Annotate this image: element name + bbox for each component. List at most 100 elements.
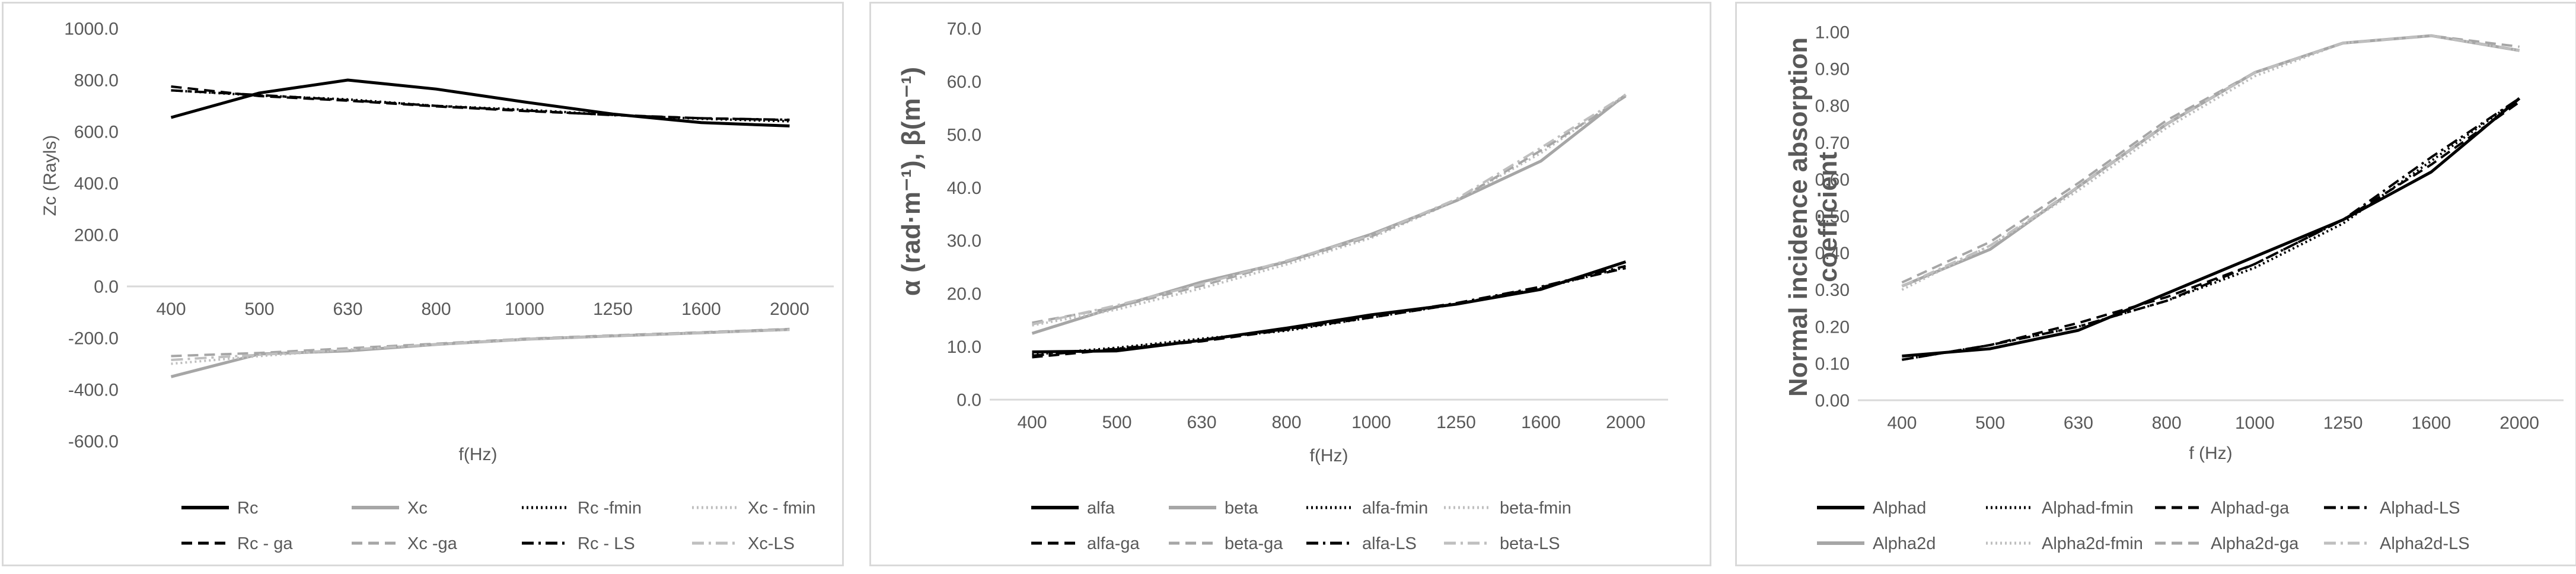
x-tick-label: 1600 (2412, 413, 2451, 433)
x-tick-label: 800 (1271, 413, 1301, 432)
legend-label: alfa-ga (1087, 534, 1140, 553)
x-axis-title: f(Hz) (1310, 446, 1348, 465)
y-tick-label: 60.0 (947, 72, 981, 92)
y-tick-label: 30.0 (947, 231, 981, 251)
legend-label: beta (1225, 499, 1258, 518)
series-line (1902, 97, 2521, 358)
x-tick-label: 1250 (593, 299, 633, 319)
series-line (1902, 97, 2520, 361)
x-tick-label: 1000 (2235, 413, 2275, 433)
chart-alpha-beta: 0.0 10.0 20.0 30.0 40.0 50.0 60.0 70.0 400 500 630… (897, 20, 1668, 553)
legend-label: alfa (1087, 499, 1115, 518)
x-tick-label: 1250 (2323, 413, 2363, 433)
y-axis-title: Normal incidence absorptioncoefficient (1784, 37, 1842, 397)
y-tick-label: 0.80 (1815, 97, 1850, 116)
series-line (1032, 264, 1626, 357)
chart-panel-zc: -600.0 -400.0 -200.0 0.0 200.0 400.0 600.0 800.… (2, 2, 844, 566)
legend-label: Alphad (1873, 499, 1926, 518)
legend-label: Alphad-fmin (2042, 499, 2134, 518)
series-line (1901, 34, 2520, 288)
y-tick-label: -200.0 (68, 329, 119, 349)
y-tick-label: -600.0 (68, 432, 119, 452)
legend-label: Alpha2d-fmin (2042, 534, 2143, 553)
x-tick-label: 630 (1187, 413, 1216, 432)
y-tick-label: 10.0 (947, 337, 981, 357)
legend-label: Rc (237, 499, 258, 518)
x-tick-label: 630 (2064, 413, 2093, 433)
y-tick-label: 0.0 (94, 278, 119, 297)
y-tick-label: -400.0 (68, 381, 119, 400)
legend-label: Alpha2d (1873, 534, 1936, 553)
y-tick-label: 0.50 (1815, 207, 1850, 227)
legend-label: Alphad-ga (2211, 499, 2290, 518)
legend-label: Rc -fmin (578, 499, 642, 518)
y-tick-label: 1000.0 (64, 20, 119, 39)
x-tick-label: 800 (2152, 413, 2182, 433)
x-axis-title: f (Hz) (2189, 444, 2232, 463)
y-tick-label: 0.40 (1815, 244, 1850, 263)
y-tick-label: 50.0 (947, 125, 981, 145)
chart-panel-alpha-beta: 0.0 10.0 20.0 30.0 40.0 50.0 60.0 70.0 400 500 630… (869, 2, 1711, 566)
legend-label: Xc -ga (407, 534, 458, 553)
x-tick-label: 1600 (681, 299, 721, 319)
x-tick-label: 800 (421, 299, 451, 319)
y-axis-title: Zc (Rayls) (40, 135, 60, 216)
legend-label: beta-ga (1225, 534, 1283, 553)
series-line (1032, 266, 1626, 356)
series-line (170, 78, 790, 127)
x-tick-label: 1000 (1351, 413, 1391, 432)
legend-label: alfa-LS (1362, 534, 1417, 553)
x-tick-label: 500 (244, 299, 274, 319)
series-line (1901, 34, 2520, 288)
legend-label: Alphad-LS (2380, 499, 2460, 518)
series-line (1901, 34, 2520, 291)
y-tick-label: 0.10 (1815, 354, 1850, 374)
y-tick-label: 0.0 (957, 391, 981, 410)
series-line (171, 329, 790, 361)
chart-zc: -600.0 -400.0 -200.0 0.0 200.0 400.0 600.0 800.… (40, 20, 834, 553)
x-axis-title: f(Hz) (459, 445, 498, 464)
series-line (1032, 94, 1627, 326)
y-tick-label: 0.00 (1815, 391, 1850, 411)
series-line (1902, 97, 2520, 361)
legend-label: Alpha2d-ga (2211, 534, 2299, 553)
y-tick-label: 0.20 (1815, 317, 1850, 337)
legend-label: Rc - LS (578, 534, 635, 553)
y-tick-label: 0.90 (1815, 60, 1850, 79)
series-line (1032, 94, 1627, 327)
chart-absorption: 0.00 0.10 0.20 0.30 0.40 0.50 0.60 0.70 0.80 0.90… (1784, 23, 2564, 553)
x-tick-label: 400 (1887, 413, 1917, 433)
x-tick-label: 630 (333, 299, 362, 319)
x-tick-label: 1600 (1521, 413, 1561, 432)
series-line (1032, 95, 1627, 324)
y-tick-label: 0.60 (1815, 170, 1850, 190)
x-tick-label: 2000 (770, 299, 809, 319)
legend-label: Xc - fmin (748, 499, 815, 518)
y-tick-label: 0.70 (1815, 133, 1850, 153)
legend-label: alfa-fmin (1362, 499, 1428, 518)
x-tick-label: 2000 (1606, 413, 1646, 432)
x-tick-label: 2000 (2500, 413, 2539, 433)
legend-label: Xc (407, 499, 428, 518)
chart-panel-absorption: 0.00 0.10 0.20 0.30 0.40 0.50 0.60 0.70 0.80 0.90… (1735, 2, 2576, 566)
x-tick-label: 400 (156, 299, 186, 319)
legend-label: Xc-LS (748, 534, 795, 553)
series-line (171, 89, 790, 121)
y-tick-label: 400.0 (74, 174, 119, 194)
series-line (1902, 101, 2520, 361)
y-axis-title: α (rad·m⁻¹), β(m⁻¹) (897, 67, 926, 296)
y-tick-label: 70.0 (947, 20, 981, 39)
x-tick-label: 1250 (1436, 413, 1476, 432)
legend-label: beta-fmin (1500, 499, 1571, 518)
y-tick-label: 1.00 (1815, 23, 1850, 43)
series-line (1032, 267, 1626, 359)
x-tick-label: 500 (1102, 413, 1131, 432)
legend-label: Rc - ga (237, 534, 293, 553)
legend-label: beta-LS (1500, 534, 1560, 553)
legend-label: Alpha2d-LS (2380, 534, 2470, 553)
series-line (1031, 93, 1627, 335)
x-tick-label: 400 (1017, 413, 1047, 432)
series-line (171, 329, 790, 365)
x-tick-label: 500 (1975, 413, 2005, 433)
y-tick-label: 20.0 (947, 285, 981, 304)
